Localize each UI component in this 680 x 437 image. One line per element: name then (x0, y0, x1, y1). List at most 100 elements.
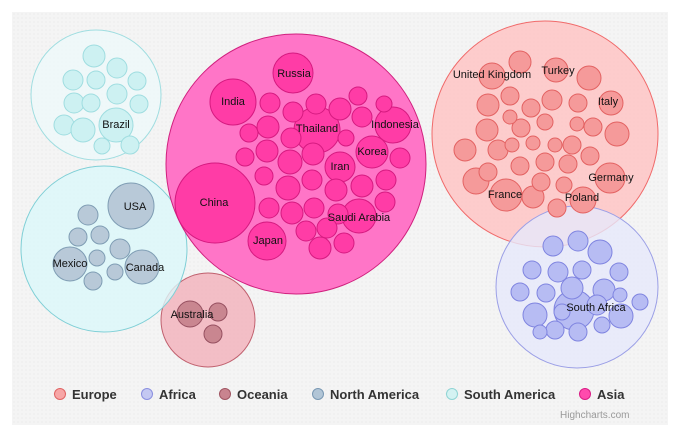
europe-bubble-point[interactable] (531, 172, 551, 192)
asia-bubble-point[interactable] (374, 191, 396, 213)
south-america-bubble-point[interactable] (98, 107, 134, 143)
europe-bubble-point[interactable] (562, 135, 582, 155)
asia-bubble-point[interactable] (375, 169, 397, 191)
asia-bubble-point[interactable] (337, 129, 355, 147)
asia-bubble-point[interactable] (303, 197, 325, 219)
europe-bubble-point[interactable] (580, 146, 600, 166)
europe-bubble-point[interactable] (475, 118, 499, 142)
asia-bubble-point[interactable] (350, 174, 374, 198)
europe-bubble-point[interactable] (569, 186, 597, 214)
asia-bubble-point[interactable] (333, 232, 355, 254)
africa-bubble-point[interactable] (586, 294, 608, 316)
oceania-bubble-point[interactable] (176, 300, 204, 328)
asia-bubble-point[interactable] (209, 78, 257, 126)
asia-bubble-point[interactable] (247, 221, 287, 261)
south-america-bubble-point[interactable] (70, 117, 96, 143)
europe-bubble-point[interactable] (569, 116, 585, 132)
north-america-bubble-point[interactable] (106, 263, 124, 281)
europe-bubble-point[interactable] (504, 137, 520, 153)
asia-bubble-point[interactable] (280, 201, 304, 225)
asia-bubble-point[interactable] (324, 178, 348, 202)
asia-bubble-point[interactable] (295, 220, 317, 242)
asia-bubble-point[interactable] (174, 162, 256, 244)
asia-bubble-point[interactable] (301, 169, 323, 191)
legend-item-europe[interactable]: Europe (54, 384, 117, 404)
asia-bubble-point[interactable] (301, 142, 325, 166)
asia-bubble-point[interactable] (282, 101, 304, 123)
asia-bubble-point[interactable] (327, 203, 349, 225)
asia-bubble-point[interactable] (259, 92, 281, 114)
south-america-bubble-point[interactable] (106, 83, 128, 105)
europe-bubble-point[interactable] (502, 109, 518, 125)
asia-bubble-point[interactable] (258, 197, 280, 219)
africa-bubble-point[interactable] (532, 324, 548, 340)
africa-bubble-point[interactable] (593, 316, 611, 334)
africa-bubble-point[interactable] (567, 230, 589, 252)
north-america-bubble-point[interactable] (90, 225, 110, 245)
north-america-bubble-point[interactable] (52, 246, 88, 282)
africa-bubble-point[interactable] (522, 302, 548, 328)
oceania-parent-bubble[interactable] (160, 272, 256, 368)
europe-bubble-point[interactable] (478, 62, 506, 90)
asia-bubble-point[interactable] (272, 52, 314, 94)
asia-bubble-point[interactable] (374, 106, 412, 144)
europe-bubble-point[interactable] (568, 93, 588, 113)
asia-bubble-point[interactable] (351, 106, 373, 128)
north-america-bubble-point[interactable] (77, 204, 99, 226)
north-america-bubble-point[interactable] (88, 249, 106, 267)
south-america-bubble-point[interactable] (63, 92, 85, 114)
europe-bubble-point[interactable] (604, 121, 630, 147)
africa-bubble-point[interactable] (608, 303, 634, 329)
asia-bubble-point[interactable] (255, 139, 279, 163)
europe-bubble-point[interactable] (555, 176, 573, 194)
legend-item-africa[interactable]: Africa (141, 384, 196, 404)
asia-bubble-point[interactable] (275, 175, 301, 201)
europe-bubble-point[interactable] (576, 65, 602, 91)
north-america-bubble-point[interactable] (124, 249, 160, 285)
asia-bubble-point[interactable] (254, 166, 274, 186)
europe-bubble-point[interactable] (476, 93, 500, 117)
asia-bubble-point[interactable] (328, 97, 352, 121)
asia-bubble-point[interactable] (316, 217, 338, 239)
africa-bubble-point[interactable] (560, 276, 584, 300)
north-america-bubble-point[interactable] (83, 271, 103, 291)
europe-bubble-point[interactable] (508, 50, 532, 74)
europe-bubble-point[interactable] (478, 162, 498, 182)
europe-bubble-point[interactable] (535, 152, 555, 172)
legend-item-south-america[interactable]: South America (446, 384, 555, 404)
africa-bubble-point[interactable] (572, 260, 592, 280)
asia-bubble-point[interactable] (305, 93, 327, 115)
south-america-bubble-point[interactable] (127, 71, 147, 91)
south-america-bubble-point[interactable] (82, 44, 106, 68)
africa-bubble-point[interactable] (609, 262, 629, 282)
oceania-bubble-point[interactable] (208, 302, 228, 322)
africa-bubble-point[interactable] (631, 293, 649, 311)
africa-bubble-point[interactable] (547, 261, 569, 283)
europe-bubble-point[interactable] (583, 117, 603, 137)
north-america-bubble-point[interactable] (68, 227, 88, 247)
legend-item-asia[interactable]: Asia (579, 384, 624, 404)
europe-bubble-point[interactable] (525, 135, 541, 151)
africa-bubble-point[interactable] (587, 239, 613, 265)
europe-bubble-point[interactable] (594, 162, 626, 194)
europe-bubble-point[interactable] (547, 137, 563, 153)
europe-bubble-point[interactable] (536, 113, 554, 131)
europe-bubble-point[interactable] (511, 118, 531, 138)
south-america-bubble-point[interactable] (129, 94, 149, 114)
africa-bubble-point[interactable] (522, 260, 542, 280)
north-america-parent-bubble[interactable] (20, 165, 188, 333)
africa-bubble-point[interactable] (553, 303, 571, 321)
north-america-bubble-point[interactable] (107, 182, 155, 230)
south-america-bubble-point[interactable] (120, 135, 140, 155)
north-america-bubble-point[interactable] (109, 238, 131, 260)
oceania-bubble-point[interactable] (203, 324, 223, 344)
asia-bubble-point[interactable] (277, 149, 303, 175)
south-america-bubble-point[interactable] (93, 137, 111, 155)
legend-item-north-america[interactable]: North America (312, 384, 419, 404)
south-america-bubble-point[interactable] (81, 93, 101, 113)
europe-bubble-point[interactable] (543, 57, 569, 83)
asia-bubble-point[interactable] (389, 147, 411, 169)
asia-bubble-point[interactable] (375, 95, 393, 113)
credits-link[interactable]: Highcharts.com (560, 410, 630, 421)
south-america-bubble-point[interactable] (86, 70, 106, 90)
